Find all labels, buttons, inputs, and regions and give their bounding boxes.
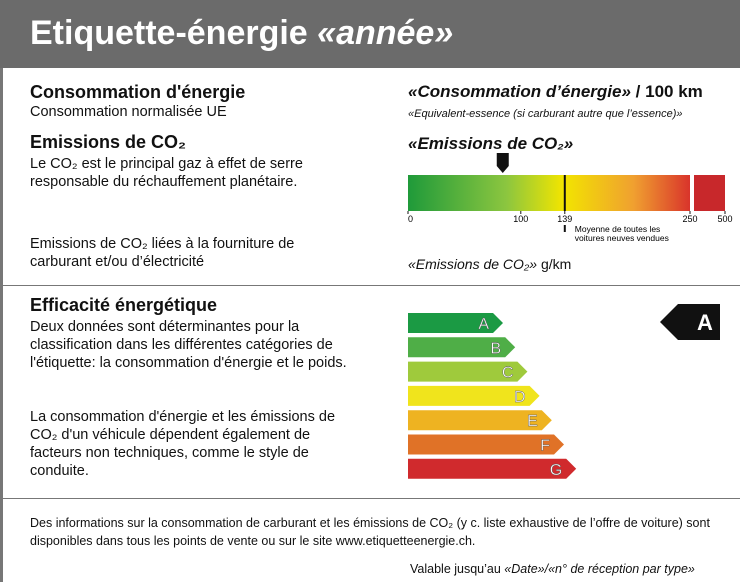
tick-label: 250 bbox=[682, 214, 697, 224]
divider bbox=[0, 498, 740, 499]
valid-label: Valable jusqu’au bbox=[410, 562, 501, 576]
class-bar bbox=[408, 361, 528, 382]
scale-bar bbox=[408, 175, 690, 211]
scale-title: «Emissions de CO₂» bbox=[408, 134, 574, 153]
efficiency-p2: La consommation d'énergie et les émissio… bbox=[30, 409, 336, 479]
class-bar bbox=[408, 410, 552, 431]
efficiency-heading: Efficacité énergétique bbox=[30, 295, 218, 315]
header-title: Etiquette-énergie «année» bbox=[30, 14, 453, 53]
class-bar bbox=[408, 385, 540, 406]
current-class-arrow bbox=[660, 304, 720, 340]
average-label: Moyenne de toutes les voitures neuves ven… bbox=[575, 224, 669, 243]
scale-bar-high bbox=[694, 175, 725, 211]
supply-placeholder: «Emissions de CO₂» bbox=[408, 256, 538, 272]
consumption-note: «Equivalent-essence (si carburant autre … bbox=[408, 108, 683, 120]
consumption-heading: Consommation d'énergie bbox=[30, 82, 246, 102]
title-italic: «année» bbox=[317, 14, 454, 52]
co2-scale: 0 100 139 250 500 Moyenne de toutes les voitur… bbox=[407, 153, 733, 243]
header-band bbox=[0, 0, 740, 68]
supply-text: Emissions de CO₂ liées à la fourniture d… bbox=[30, 236, 295, 270]
class-bar bbox=[408, 434, 564, 455]
consumption-unit: / 100 km bbox=[635, 82, 703, 101]
tick-label: 100 bbox=[513, 214, 528, 224]
efficiency-p1: Deux données sont déterminantes pour la … bbox=[30, 319, 347, 371]
emissions-heading: Emissions de CO₂ bbox=[30, 132, 187, 152]
left-border bbox=[0, 68, 3, 582]
class-letter: A bbox=[478, 316, 489, 333]
footer-valid: Valable jusqu’au «Date»/«n° de réception… bbox=[410, 562, 695, 576]
consumption-sub: Consommation normalisée UE bbox=[30, 104, 227, 120]
tick-label: 139 bbox=[557, 214, 572, 224]
class-bar bbox=[408, 313, 503, 333]
consumption-placeholder: «Consommation d’énergie» bbox=[408, 82, 631, 101]
class-letter: G bbox=[550, 462, 562, 479]
tick-label: 0 bbox=[408, 214, 413, 224]
title: Etiquette-énergie bbox=[30, 14, 308, 52]
consumption-value: «Consommation d’énergie» / 100 km bbox=[408, 82, 703, 102]
class-letter: C bbox=[502, 365, 514, 382]
average-marker bbox=[563, 225, 566, 232]
footer-info: Des informations sur la consommation de … bbox=[30, 516, 710, 548]
class-letter: B bbox=[491, 340, 502, 357]
class-letter: F bbox=[540, 438, 550, 455]
class-letter: D bbox=[514, 389, 526, 406]
supply-value: «Emissions de CO₂» g/km bbox=[408, 256, 571, 272]
pointer bbox=[496, 153, 509, 173]
emissions-text: Le CO₂ est le principal gaz à effet de s… bbox=[30, 156, 303, 190]
valid-placeholder: «Date»/«n° de réception par type» bbox=[504, 562, 695, 576]
class-bar bbox=[408, 337, 516, 358]
class-letter: E bbox=[527, 413, 538, 430]
current-class: A bbox=[697, 310, 713, 335]
supply-unit: g/km bbox=[540, 256, 572, 272]
tick-label: 500 bbox=[717, 214, 732, 224]
class-bar bbox=[408, 458, 577, 479]
divider bbox=[0, 285, 740, 286]
